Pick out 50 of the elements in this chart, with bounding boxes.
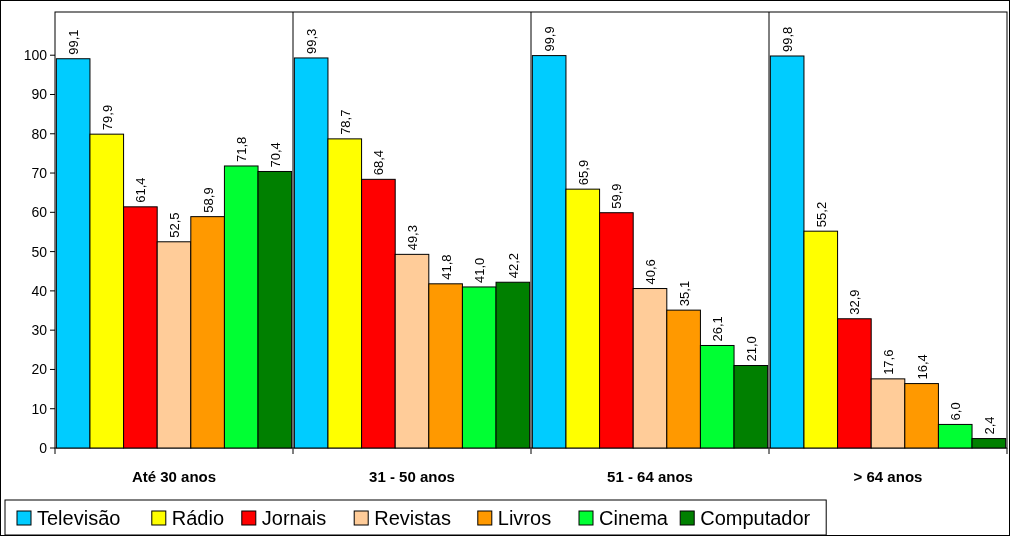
data-label: 41,8 [438, 254, 454, 280]
data-label: 55,2 [813, 201, 829, 228]
data-label: 78,7 [337, 109, 353, 135]
data-label: 70,4 [267, 142, 283, 168]
x-tick-label: Até 30 anos [131, 468, 217, 485]
data-label: 79,9 [99, 104, 115, 131]
data-label: 16,4 [914, 354, 930, 380]
y-tick-label: 0 [39, 439, 48, 456]
y-tick-label: 70 [31, 164, 48, 181]
data-label: 99,8 [780, 26, 796, 52]
data-label: 52,5 [167, 212, 182, 238]
data-label: 61,4 [133, 177, 149, 203]
x-tick-label: 31 - 50 anos [369, 468, 455, 485]
data-label: 2,4 [981, 416, 997, 435]
y-tick-label: 60 [31, 204, 48, 221]
legend-label: Computador [700, 507, 811, 530]
data-label: 32,9 [847, 289, 863, 315]
data-label: 58,9 [200, 187, 216, 213]
data-label: 35,1 [676, 280, 692, 307]
data-label: 21,0 [743, 336, 759, 362]
data-label: 26,1 [710, 316, 726, 342]
y-tick-label: 30 [31, 322, 48, 339]
data-label: 17,6 [881, 349, 896, 375]
data-label: 65,9 [575, 159, 591, 186]
data-label: 99,9 [542, 26, 558, 52]
data-label: 42,2 [505, 252, 521, 279]
data-label: 6,0 [948, 402, 964, 421]
y-tick-label: 90 [31, 86, 48, 103]
x-tick-label: 51 - 64 anos [607, 468, 693, 485]
y-tick-label: 50 [31, 243, 48, 260]
data-label: 99,1 [66, 29, 82, 55]
legend-label: Rádio [171, 507, 225, 530]
x-tick-label: > 64 anos [853, 468, 923, 485]
y-tick-label: 40 [31, 282, 48, 299]
data-label: 68,4 [371, 150, 387, 176]
legend-label: Jornais [261, 507, 327, 530]
y-tick-label: 100 [23, 47, 48, 64]
data-label: 71,8 [234, 136, 250, 162]
y-tick-label: 20 [31, 361, 48, 378]
y-tick-label: 80 [31, 125, 48, 142]
legend-label: Televisão [37, 507, 121, 530]
y-tick-label: 10 [31, 400, 48, 417]
legend-label: Livros [497, 507, 552, 530]
data-label: 59,9 [609, 183, 625, 209]
legend-label: Cinema [599, 507, 669, 530]
data-label: 40,6 [643, 259, 658, 285]
data-label: 99,3 [304, 28, 320, 54]
data-label: 49,3 [405, 225, 420, 251]
data-label: 41,0 [472, 257, 488, 283]
legend-label: Revistas [374, 507, 451, 530]
